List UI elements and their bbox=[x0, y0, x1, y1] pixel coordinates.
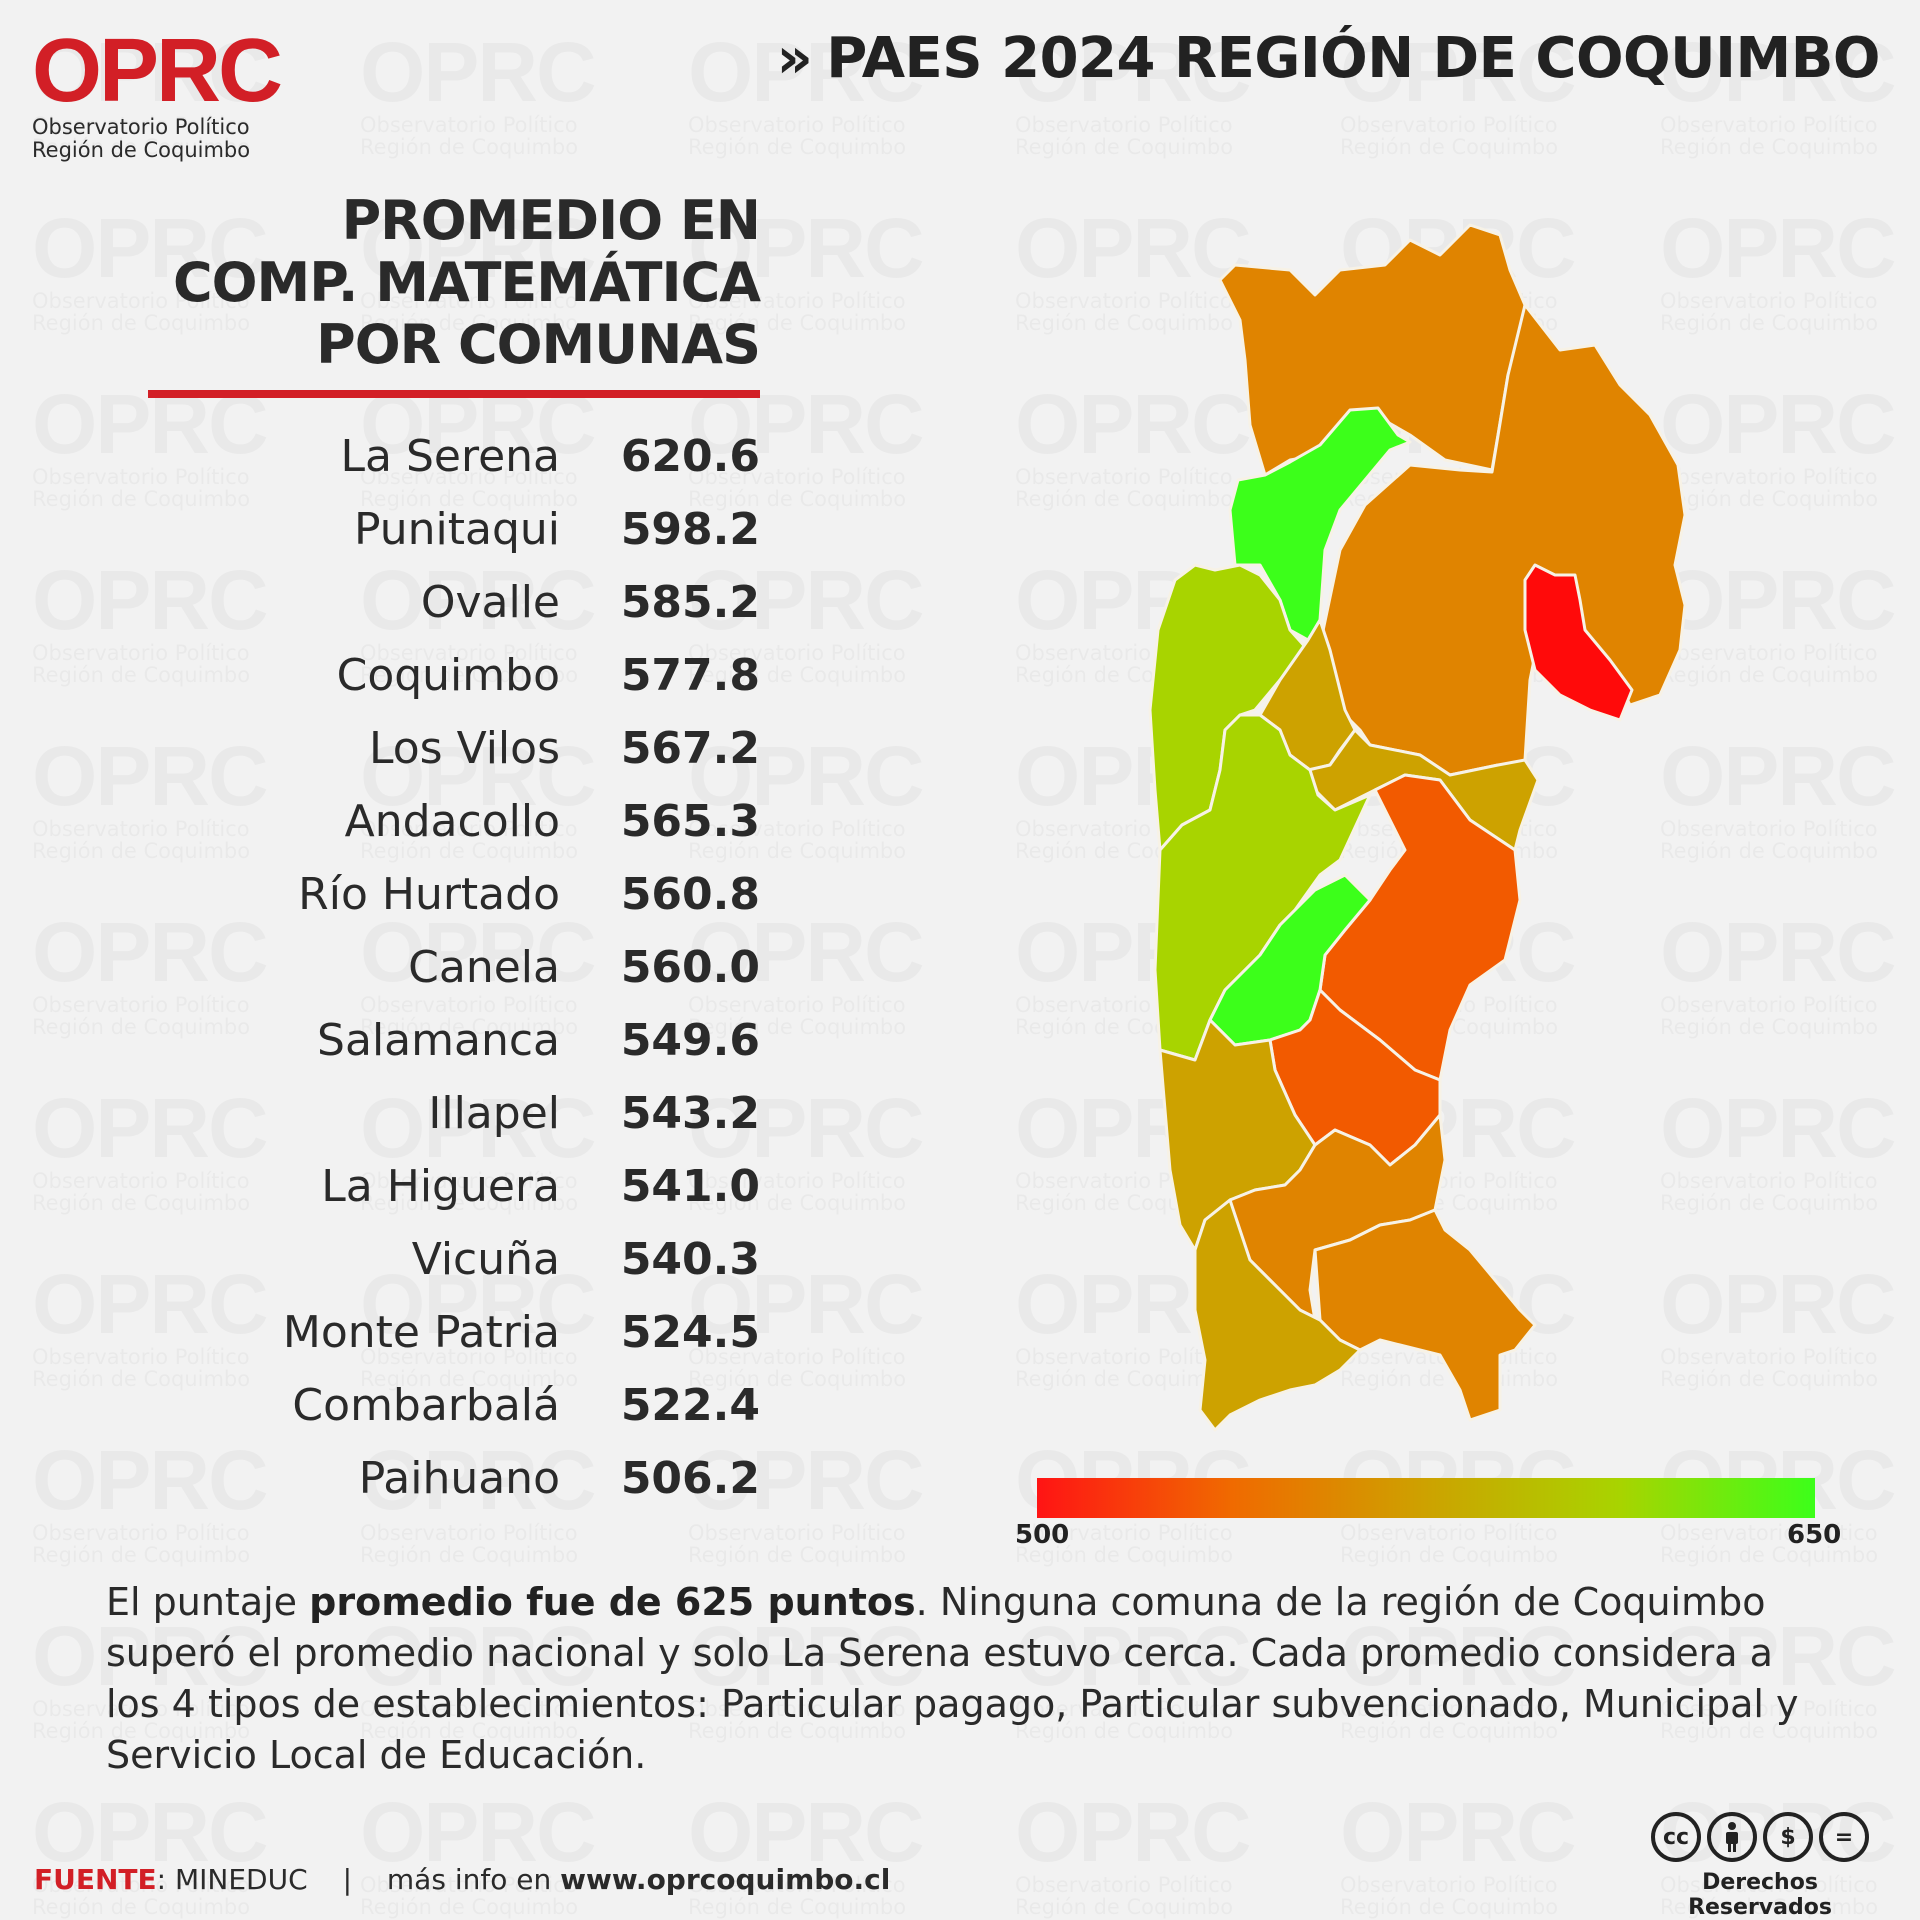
commune-score: 560.0 bbox=[620, 942, 760, 993]
commune-score: 620.6 bbox=[620, 431, 760, 482]
source-value: : MINEDUC bbox=[156, 1863, 308, 1896]
color-scale-min-label: 500 bbox=[1015, 1520, 1070, 1550]
commune-score: 506.2 bbox=[620, 1453, 760, 1504]
commune-score: 560.8 bbox=[620, 869, 760, 920]
ranking-row: Coquimbo 577.8 bbox=[150, 639, 760, 712]
commune-name: Andacollo bbox=[344, 796, 560, 847]
commune-score: 549.6 bbox=[620, 1015, 760, 1066]
website-link[interactable]: www.oprcoquimbo.cl bbox=[560, 1863, 891, 1896]
summary-note-post: . Ninguna comuna de la región de Coquimb… bbox=[106, 1580, 1799, 1777]
ranking-list: La Serena 620.6 Punitaqui 598.2 Ovalle 585.2 C… bbox=[150, 420, 760, 1515]
ranking-row: La Serena 620.6 bbox=[150, 420, 760, 493]
commune-name: Canela bbox=[408, 942, 560, 993]
ranking-row: Paihuano 506.2 bbox=[150, 1442, 760, 1515]
commune-score: 541.0 bbox=[620, 1161, 760, 1212]
commune-name: Salamanca bbox=[317, 1015, 560, 1066]
header-title-text: PAES 2024 REGIÓN DE COQUIMBO bbox=[826, 26, 1880, 91]
commune-score: 577.8 bbox=[620, 650, 760, 701]
ranking-title: PROMEDIO EN COMP. MATEMÁTICA POR COMUNAS bbox=[120, 189, 761, 376]
by-icon bbox=[1707, 1812, 1757, 1862]
color-scale-bar bbox=[1037, 1478, 1815, 1518]
ranking-row: Monte Patria 524.5 bbox=[150, 1296, 760, 1369]
ranking-row: Vicuña 540.3 bbox=[150, 1223, 760, 1296]
commune-name: Vicuña bbox=[411, 1234, 560, 1285]
nd-icon: = bbox=[1819, 1812, 1869, 1862]
logo-mark: OPRC bbox=[32, 21, 283, 121]
ranking-row: Río Hurtado 560.8 bbox=[150, 858, 760, 931]
ranking-title-line-1: PROMEDIO EN bbox=[341, 189, 761, 252]
ranking-row: Los Vilos 567.2 bbox=[150, 712, 760, 785]
ranking-row: Punitaqui 598.2 bbox=[150, 493, 760, 566]
commune-name: Combarbalá bbox=[292, 1380, 560, 1431]
summary-note-bold: promedio fue de 625 puntos bbox=[309, 1580, 916, 1624]
commune-name: La Higuera bbox=[321, 1161, 560, 1212]
more-info-label: más info en bbox=[386, 1863, 561, 1896]
ranking-row: Combarbalá 522.4 bbox=[150, 1369, 760, 1442]
chevron-right-icon: » bbox=[776, 26, 813, 91]
commune-name: Río Hurtado bbox=[298, 869, 560, 920]
footer-source: FUENTE: MINEDUC | más info en www.oprcoq… bbox=[34, 1863, 890, 1896]
ranking-row: Canela 560.0 bbox=[150, 931, 760, 1004]
commune-name: Ovalle bbox=[420, 577, 560, 628]
commune-name: Los Vilos bbox=[369, 723, 560, 774]
ranking-title-line-2: COMP. MATEMÁTICA bbox=[173, 251, 761, 314]
commune-name: Illapel bbox=[428, 1088, 560, 1139]
ranking-row: Andacollo 565.3 bbox=[150, 785, 760, 858]
logo-line-2: Región de Coquimbo bbox=[32, 138, 251, 162]
ranking-title-line-3: POR COMUNAS bbox=[316, 313, 761, 376]
commune-name: La Serena bbox=[340, 431, 560, 482]
title-underline bbox=[148, 390, 760, 398]
license-badge: cc $ = Derechos Reservados bbox=[1640, 1812, 1880, 1920]
cc-icon: cc bbox=[1651, 1812, 1701, 1862]
commune-name: Paihuano bbox=[358, 1453, 560, 1504]
commune-score: 543.2 bbox=[620, 1088, 760, 1139]
source-label: FUENTE bbox=[34, 1863, 157, 1896]
logo-subtitle: Observatorio Político Región de Coquimbo bbox=[32, 116, 292, 162]
color-scale-max-label: 650 bbox=[1787, 1520, 1842, 1550]
commune-region bbox=[1193, 1198, 1362, 1432]
commune-name: Coquimbo bbox=[336, 650, 560, 701]
commune-region bbox=[1313, 1208, 1537, 1422]
license-text: Derechos Reservados bbox=[1688, 1870, 1832, 1920]
ranking-row: Ovalle 585.2 bbox=[150, 566, 760, 639]
commune-score: 567.2 bbox=[620, 723, 760, 774]
commune-score: 565.3 bbox=[620, 796, 760, 847]
commune-name: Monte Patria bbox=[282, 1307, 560, 1358]
commune-score: 585.2 bbox=[620, 577, 760, 628]
commune-region bbox=[1318, 303, 1687, 777]
logo-line-1: Observatorio Político bbox=[32, 115, 250, 139]
commune-score: 522.4 bbox=[620, 1380, 760, 1431]
commune-score: 598.2 bbox=[620, 504, 760, 555]
commune-region bbox=[1523, 563, 1634, 722]
footer-separator: | bbox=[342, 1863, 352, 1896]
summary-note: El puntaje promedio fue de 625 puntos. N… bbox=[106, 1577, 1806, 1781]
ranking-row: Salamanca 549.6 bbox=[150, 1004, 760, 1077]
nc-icon: $ bbox=[1763, 1812, 1813, 1862]
region-map bbox=[1148, 223, 1687, 1432]
oprc-logo: OPRC Observatorio Político Región de Coq… bbox=[32, 21, 292, 162]
commune-score: 540.3 bbox=[620, 1234, 760, 1285]
commune-score: 524.5 bbox=[620, 1307, 760, 1358]
ranking-row: La Higuera 541.0 bbox=[150, 1150, 760, 1223]
header-title: » PAES 2024 REGIÓN DE COQUIMBO bbox=[776, 26, 1881, 91]
commune-name: Punitaqui bbox=[353, 504, 560, 555]
ranking-row: Illapel 543.2 bbox=[150, 1077, 760, 1150]
summary-note-pre: El puntaje bbox=[106, 1580, 310, 1624]
